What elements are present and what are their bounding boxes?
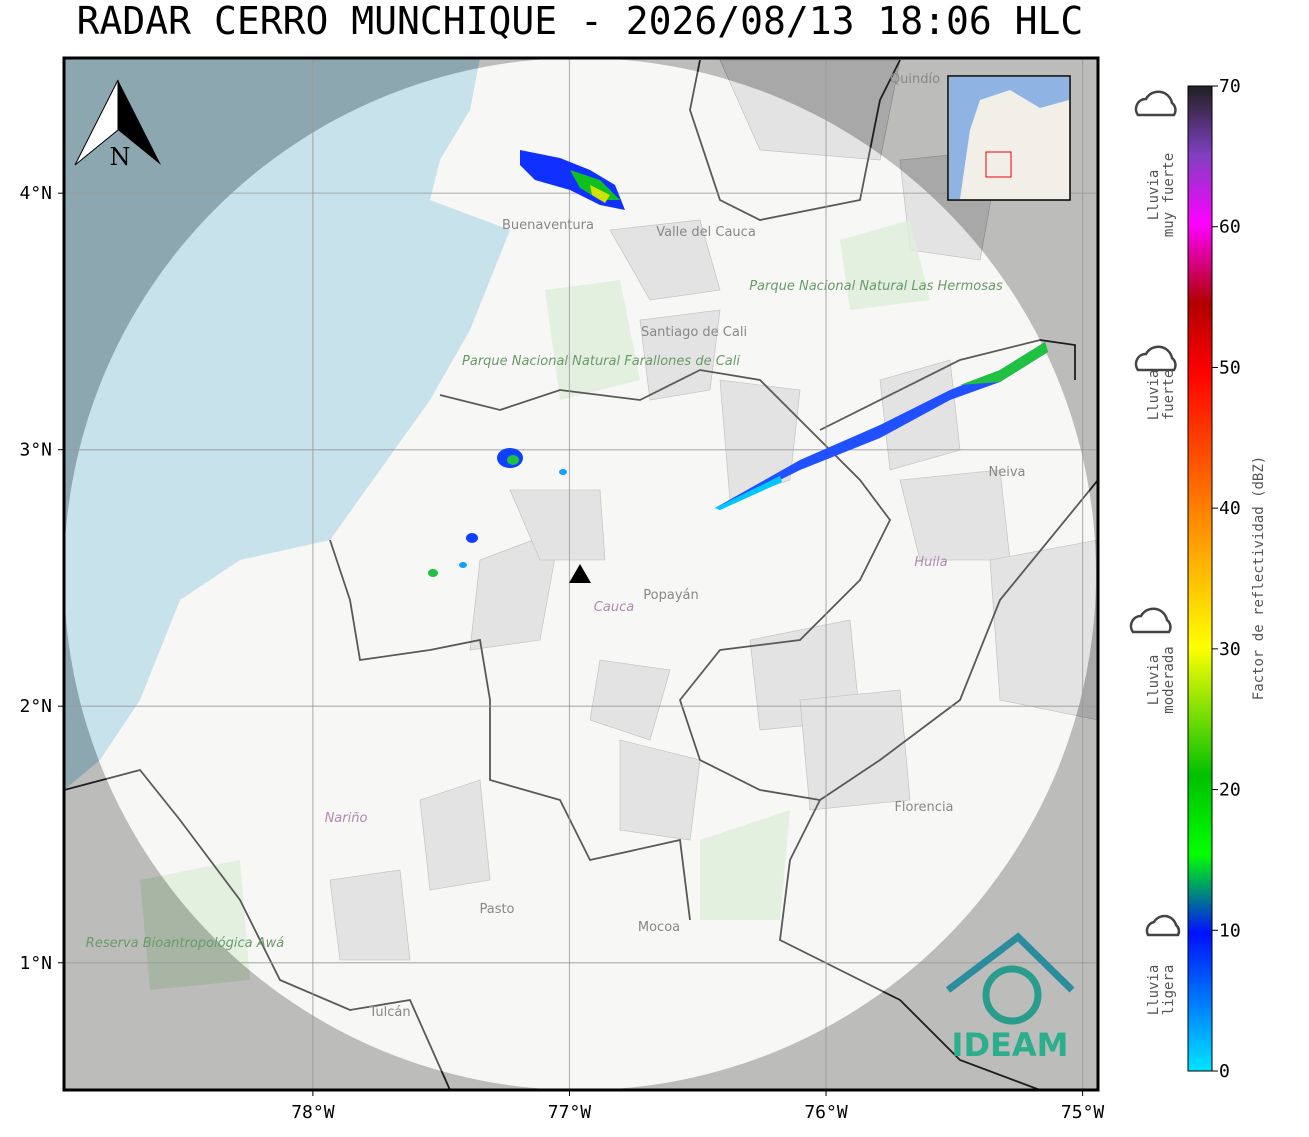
place-label: Cauca xyxy=(594,600,634,615)
colorbar-tick-label: 10 xyxy=(1219,920,1241,941)
y-tick-label: 3°N xyxy=(19,440,52,461)
legend-label: ligera xyxy=(1161,965,1177,1016)
radar-site xyxy=(569,564,591,583)
colorbar-label: Factor de reflectividad (dBZ) xyxy=(1251,456,1267,700)
legend-icons xyxy=(1129,90,1181,937)
place-label: Valle del Cauca xyxy=(656,225,756,240)
radar-echoes xyxy=(428,150,1048,577)
place-label: Nariño xyxy=(325,811,368,826)
place-label: Reserva Bioantropológica Awá xyxy=(86,936,284,951)
place-label: Florencia xyxy=(894,800,953,815)
place-label: Neiva xyxy=(989,465,1026,480)
parks xyxy=(140,220,930,990)
colorbar xyxy=(1187,85,1213,1072)
legend-label: Lluvia xyxy=(1146,170,1162,221)
colorbar-tick-label: 70 xyxy=(1219,76,1241,97)
legend-label: muy fuerte xyxy=(1161,153,1177,237)
place-label: Pasto xyxy=(479,902,514,917)
y-tick-label: 2°N xyxy=(19,696,52,717)
colorbar-tick-label: 0 xyxy=(1219,1061,1230,1082)
legend-label: fuerte xyxy=(1161,370,1177,421)
place-label: Parque Nacional Natural Las Hermosas xyxy=(749,279,1003,294)
map: Quindío Buenaventura Valle del Cauca Par… xyxy=(64,58,1098,1090)
x-tick-label: 77°W xyxy=(548,1102,592,1123)
map-frame xyxy=(62,56,1100,1092)
legend-label: Lluvia xyxy=(1146,370,1162,421)
legend-label: moderada xyxy=(1161,646,1177,713)
colorbar-tick-label: 20 xyxy=(1219,780,1241,801)
y-tick-label: 1°N xyxy=(19,953,52,974)
x-tick-label: 75°W xyxy=(1061,1102,1105,1123)
place-label: Buenaventura xyxy=(502,218,594,233)
y-tick-label: 4°N xyxy=(19,183,52,204)
legend-label: Lluvia xyxy=(1146,655,1162,706)
colorbar-tick-label: 50 xyxy=(1219,357,1241,378)
place-label: Mocoa xyxy=(638,920,680,935)
place-label: Huila xyxy=(914,555,947,570)
sea xyxy=(64,58,510,790)
place-label: Parque Nacional Natural Farallones de Ca… xyxy=(462,354,740,369)
inset-map xyxy=(947,75,1071,201)
logo: IDEAM xyxy=(945,932,1075,1064)
colorbar-tick-label: 60 xyxy=(1219,217,1241,238)
place-label: Popayán xyxy=(643,588,698,603)
legend-label: Lluvia xyxy=(1146,965,1162,1016)
title: RADAR CERRO MUNCHIQUE - 2026/08/13 18:06… xyxy=(77,0,1084,43)
place-label: Santiago de Cali xyxy=(641,325,747,340)
place-label: Tulcán xyxy=(368,1005,410,1020)
place-label: Quindío xyxy=(890,72,940,87)
x-tick-label: 78°W xyxy=(291,1102,335,1123)
north-label: N xyxy=(110,143,131,171)
colorbar-tick-label: 40 xyxy=(1219,498,1241,519)
x-tick-label: 76°W xyxy=(804,1102,848,1123)
colorbar-tick-label: 30 xyxy=(1219,639,1241,660)
north-arrow: N xyxy=(74,79,161,171)
grid xyxy=(64,58,1098,1090)
department-borders xyxy=(64,59,1098,1090)
logo-text: IDEAM xyxy=(952,1026,1069,1064)
